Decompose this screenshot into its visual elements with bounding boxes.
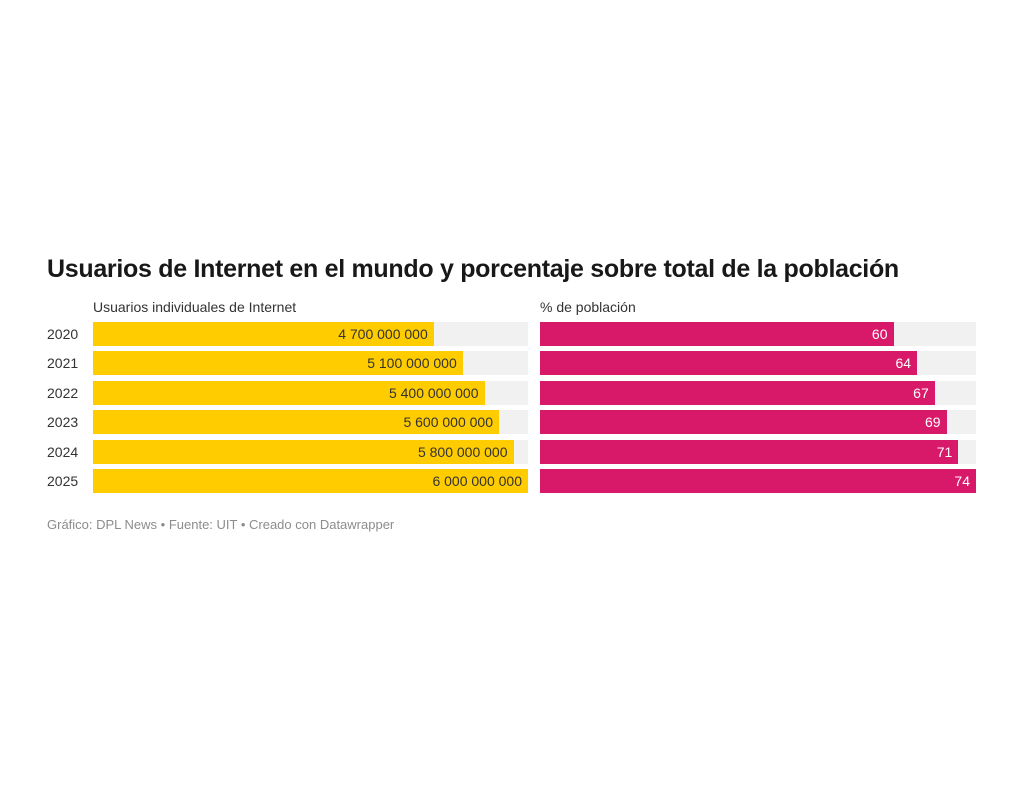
bar-value-label-users: 5 800 000 000 [417, 443, 508, 460]
bar-percent [540, 351, 918, 376]
bar-value-label-users: 5 600 000 000 [403, 414, 493, 431]
chart-footer: Gráfico: DPL News • Fuente: UIT • Creado… [47, 517, 395, 532]
bar-users [93, 439, 514, 464]
bar-users [93, 380, 485, 405]
year-label: 2022 [47, 384, 79, 401]
bar-users [93, 322, 434, 346]
year-label: 2021 [47, 355, 79, 372]
bar-users [93, 351, 463, 376]
bar-users [93, 410, 499, 435]
bar-percent [540, 439, 959, 464]
bar-value-label-users: 5 100 000 000 [367, 355, 457, 372]
bar-value-label-percent: 60 [871, 326, 888, 342]
year-label: 2020 [47, 326, 79, 342]
bar-value-label-percent: 71 [936, 443, 953, 460]
bar-users [93, 469, 528, 493]
bar-percent [540, 469, 976, 493]
bar-percent [540, 380, 935, 405]
bar-percent [540, 410, 947, 435]
bar-value-label-percent: 64 [895, 355, 912, 372]
bar-value-label-percent: 67 [913, 384, 929, 401]
year-label: 2024 [47, 443, 79, 460]
bar-value-label-users: 5 400 000 000 [388, 384, 479, 401]
column-header-percent: % de población [540, 299, 636, 315]
column-header-users: Usuarios individuales de Internet [93, 299, 297, 315]
chart-title: Usuarios de Internet en el mundo y porce… [47, 255, 899, 283]
year-label: 2023 [47, 414, 79, 431]
bar-value-label-users: 6 000 000 000 [432, 473, 522, 489]
bar-percent [540, 322, 894, 346]
year-label: 2025 [47, 473, 79, 489]
bar-value-label-percent: 69 [924, 414, 941, 431]
bar-value-label-users: 4 700 000 000 [338, 326, 428, 342]
bar-value-label-percent: 74 [954, 473, 970, 489]
